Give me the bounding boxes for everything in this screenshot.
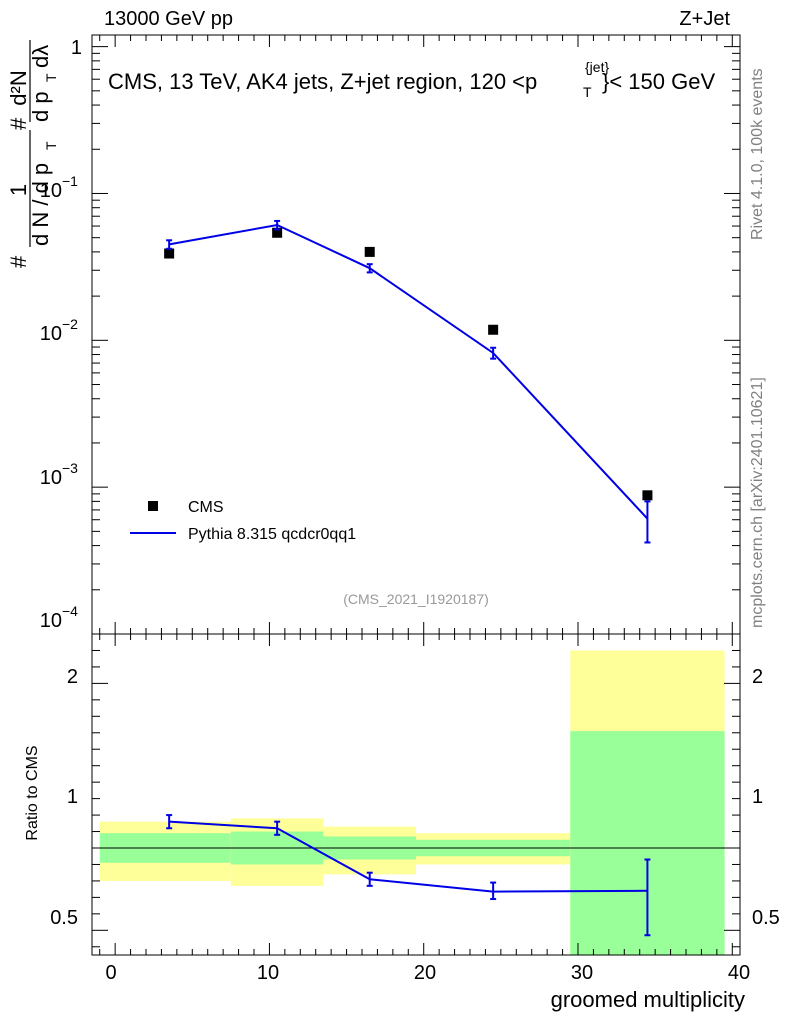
ratio-ytick-label-2-right: 2 <box>752 666 763 688</box>
ratio-ytick-label-1-right: 1 <box>752 786 763 808</box>
ylabel-hash-1: # <box>6 255 31 268</box>
ylabel-dp: d p <box>28 91 53 122</box>
ylabel-one: 1 <box>6 184 31 196</box>
legend-cms-label: CMS <box>188 499 224 516</box>
ylabel-t-sub-1: T <box>43 141 59 150</box>
main-ytick-label-0.001: 10 <box>40 467 62 489</box>
ylabel-hash-2: # <box>6 117 31 130</box>
legend: CMS Pythia 8.315 qcdcr0qq1 <box>130 499 356 543</box>
plot-title-prefix: CMS, 13 TeV, AK4 jets, Z+jet region, 120… <box>108 69 537 94</box>
header-right: Z+Jet <box>679 8 730 30</box>
main-ytick-exp-0.0001: −4 <box>62 603 78 619</box>
main-ytick-exp-0.01: −2 <box>62 316 78 332</box>
main-frame <box>91 34 741 635</box>
ratio-y-axis-label: Ratio to CMS <box>24 745 41 840</box>
legend-pythia-label: Pythia 8.315 qcdcr0qq1 <box>188 526 356 543</box>
main-ytick-label-0.0001: 10 <box>40 610 62 632</box>
ylabel-lambda: dλ <box>28 45 53 68</box>
ratio-ytick-label-1-left: 1 <box>67 786 78 808</box>
cms-data-point <box>164 248 175 259</box>
cms-data-point <box>488 324 499 335</box>
side-label-bottom: mcplots.cern.ch [arXiv:2401.10621] <box>749 377 766 628</box>
ratio-ytick-labels: 2 1 0.5 2 1 0.5 <box>50 666 780 929</box>
legend-cms-marker <box>148 501 158 511</box>
xtick-labels: 0 10 20 30 40 <box>105 962 750 984</box>
x-axis-label: groomed multiplicity <box>551 987 745 1012</box>
side-label-top: Rivet 4.1.0, 100k events <box>749 68 766 240</box>
cms-data-point <box>364 246 375 257</box>
main-ytick-labels: 1 10 −1 10 −2 10 −3 10 −4 <box>40 37 82 632</box>
main-ytick-label-0.01: 10 <box>40 323 62 345</box>
main-ytick-label-1: 1 <box>71 37 82 59</box>
main-ytick-exp-0.001: −3 <box>62 460 78 476</box>
cms-data-point <box>642 490 653 501</box>
xtick-label-20: 20 <box>414 962 436 984</box>
xtick-label-30: 30 <box>571 962 593 984</box>
plot-title-sub: T <box>583 84 592 100</box>
ratio-ytick-label-2-left: 2 <box>67 666 78 688</box>
main-axis-ticks <box>92 35 740 635</box>
plot-title: CMS, 13 TeV, AK4 jets, Z+jet region, 120… <box>108 59 715 100</box>
ratio-bands <box>92 650 740 955</box>
ratio-ytick-label-05-right: 0.5 <box>752 907 780 929</box>
analysis-id: (CMS_2021_I1920187) <box>343 591 489 607</box>
plot-title-suffix: }< 150 GeV <box>602 69 715 94</box>
ylabel-d2N: d²N <box>6 70 31 105</box>
ratio-frame <box>91 633 741 956</box>
ylabel-dN: d N / d p <box>28 163 53 246</box>
xtick-label-40: 40 <box>728 962 750 984</box>
main-ytick-exp-0.1: −1 <box>62 173 78 189</box>
ratio-ytick-label-05-left: 0.5 <box>50 907 78 929</box>
main-data <box>164 219 653 544</box>
plot-title-sup: {jet} <box>585 59 609 75</box>
main-y-axis-label: # 1 d N / d p T # d²N d p T dλ <box>6 40 59 268</box>
header-left: 13000 GeV pp <box>104 8 233 30</box>
xtick-label-0: 0 <box>105 962 116 984</box>
ratio-data <box>166 814 651 937</box>
main-ytick-label-0.1: 10 <box>40 180 62 202</box>
pythia-line <box>168 223 649 520</box>
cms-data-point <box>272 227 283 238</box>
xtick-label-10: 10 <box>257 962 279 984</box>
ylabel-t-sub-2: T <box>43 73 59 82</box>
ratio-axis-ticks <box>92 634 740 955</box>
